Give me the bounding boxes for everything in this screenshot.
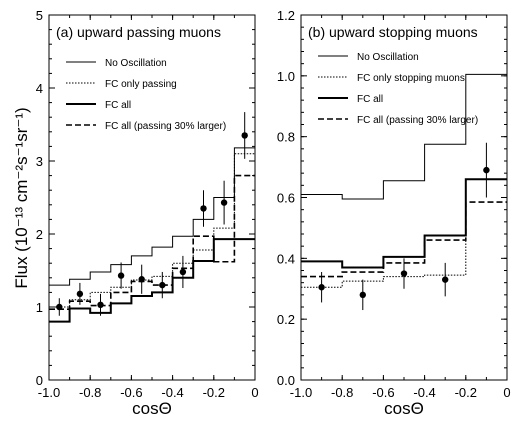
panel-a-data-point (117, 272, 125, 279)
panel-a-data-point (56, 303, 63, 311)
panel-b-data-point (318, 284, 325, 291)
panel-b-ytick-label: 0.6 (277, 191, 295, 206)
panel-a-data-point (138, 276, 145, 283)
panel-a-ytick-label: 3 (36, 154, 43, 169)
panel-a-xtick-label: -1.0 (38, 385, 60, 400)
panel-b-ytick-label: 1.2 (277, 8, 295, 23)
panel-a-ytick-label: 2 (36, 227, 43, 242)
panel-b-legend-label: FC only stopping muons (357, 73, 465, 84)
panel-b-legend-label: FC all (passing 30% larger) (357, 115, 478, 126)
panel-b-xtick-label: -0.4 (413, 385, 435, 400)
panel-a-ytick-label: 5 (36, 8, 43, 23)
panel-b-series-1 (301, 73, 507, 200)
panel-b-xtick-label: -0.8 (331, 385, 353, 400)
panel-a-xtick-label: -0.8 (79, 385, 101, 400)
panel-b-data-point (359, 291, 366, 299)
panel-b-ytick-label: 0.8 (277, 130, 295, 145)
panel-b-series-3 (301, 178, 507, 269)
panel-b-legend-label: No Oscillation (357, 52, 419, 63)
panel-a-xtick-label: 0 (251, 385, 258, 400)
panel-a-legend-label: No Oscillation (105, 58, 167, 69)
panel-a-legend-label: FC all (passing 30% larger) (105, 121, 226, 132)
panel-a-series-4 (49, 174, 255, 310)
panel-a-data-point (220, 199, 228, 206)
panel-b-frame (300, 14, 508, 381)
panel-a-data-point (97, 301, 104, 309)
panel-b-ytick-label: 0.4 (277, 251, 295, 266)
panel-b-xtick-label: -1.0 (290, 385, 312, 400)
panel-a-xtick-label: -0.2 (203, 385, 225, 400)
panel-b-data-point (400, 270, 408, 277)
panel-a-xlabel: cosΘ (132, 399, 172, 418)
panel-b-xtick-label: 0 (503, 385, 510, 400)
panel-a-xtick-label: -0.4 (161, 385, 183, 400)
panel-a-data-point (200, 205, 207, 212)
panel-a-title: (a) upward passing muons (56, 24, 221, 40)
panel-a-ytick-label: 4 (36, 81, 43, 96)
panel-b-xlabel: cosΘ (384, 399, 424, 418)
panel-a-ytick-label: 0 (36, 373, 43, 388)
panel-a-ytick-label: 1 (36, 300, 43, 315)
panel-b-legend-label: FC all (357, 94, 383, 105)
panel-a-series-1 (49, 147, 255, 286)
panel-a-data-point (241, 132, 248, 139)
panel-b-xtick-label: -0.2 (455, 385, 477, 400)
panel-b-xtick-label: -0.6 (372, 385, 394, 400)
panel-a-legend-label: FC only passing (105, 79, 177, 90)
panel-b-data-point (483, 166, 490, 174)
panel-b-ytick-label: 1.0 (277, 69, 295, 84)
panel-a-data-point (179, 268, 187, 276)
panel-b: (b) upward stopping muons cosΘ -1.0 -0.8 -… (277, 8, 511, 418)
panel-b-ytick-label: 0.0 (277, 373, 295, 388)
y-axis-label: Flux (10⁻¹³ cm⁻²s⁻¹sr⁻¹) (12, 107, 31, 288)
panel-a-data-point (76, 290, 84, 298)
panel-b-data-point (442, 276, 449, 283)
panel-a: (a) upward passing muons cosΘ -1.0 -0.8 -0… (36, 8, 259, 418)
panel-b-title: (b) upward stopping muons (308, 24, 478, 40)
panel-a-legend-label: FC all (105, 100, 131, 111)
panel-a-data-point (159, 281, 166, 289)
panel-b-ytick-label: 0.2 (277, 312, 295, 327)
panel-b-series-4 (301, 201, 507, 278)
panel-a-xtick-label: -0.6 (120, 385, 142, 400)
